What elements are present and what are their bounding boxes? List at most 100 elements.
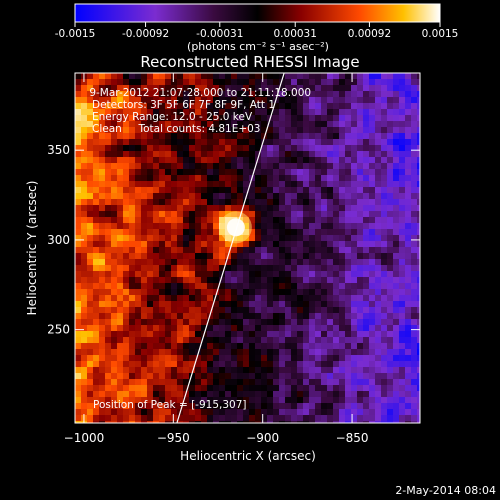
heatmap-cell	[237, 91, 244, 98]
heatmap-cell	[105, 403, 112, 410]
heatmap-cell	[279, 367, 286, 374]
heatmap-cell	[375, 103, 382, 110]
heatmap-cell	[279, 163, 286, 170]
heatmap-cell	[363, 259, 370, 266]
heatmap-cell	[351, 115, 358, 122]
heatmap-cell	[201, 361, 208, 368]
heatmap-cell	[405, 307, 412, 314]
heatmap-cell	[111, 403, 118, 410]
heatmap-cell	[405, 367, 412, 374]
heatmap-cell	[171, 277, 178, 284]
heatmap-cell	[315, 337, 322, 344]
heatmap-cell	[369, 97, 376, 104]
heatmap-cell	[111, 355, 118, 362]
heatmap-cell	[405, 343, 412, 350]
heatmap-cell	[369, 271, 376, 278]
heatmap-cell	[309, 265, 316, 272]
heatmap-cell	[393, 175, 400, 182]
heatmap-cell	[249, 343, 256, 350]
heatmap-cell	[141, 337, 148, 344]
heatmap-cell	[267, 361, 274, 368]
heatmap-cell	[363, 187, 370, 194]
heatmap-cell	[177, 127, 184, 134]
heatmap-cell	[339, 271, 346, 278]
heatmap-cell	[111, 103, 118, 110]
heatmap-cell	[165, 337, 172, 344]
heatmap-cell	[345, 115, 352, 122]
heatmap-cell	[417, 253, 420, 260]
heatmap-cell	[393, 421, 400, 423]
heatmap-cell	[111, 97, 118, 104]
heatmap-cell	[99, 247, 106, 254]
heatmap-cell	[99, 289, 106, 296]
heatmap-cell	[153, 301, 160, 308]
heatmap-cell	[201, 193, 208, 200]
heatmap-cell	[87, 331, 94, 338]
heatmap-cell	[369, 175, 376, 182]
heatmap-cell	[315, 175, 322, 182]
heatmap-cell	[93, 193, 100, 200]
heatmap-cell	[123, 307, 130, 314]
heatmap-cell	[285, 85, 292, 92]
heatmap-cell	[351, 319, 358, 326]
heatmap-cell	[225, 163, 232, 170]
heatmap-cell	[87, 205, 94, 212]
heatmap-cell	[285, 277, 292, 284]
heatmap-cell	[225, 127, 232, 134]
heatmap-cell	[201, 229, 208, 236]
heatmap-cell	[189, 91, 196, 98]
heatmap-cell	[159, 241, 166, 248]
heatmap-cell	[243, 385, 250, 392]
heatmap-cell	[345, 265, 352, 272]
heatmap-cell	[261, 349, 268, 356]
heatmap-cell	[399, 223, 406, 230]
heatmap-cell	[87, 409, 94, 416]
heatmap-cell	[303, 265, 310, 272]
heatmap-cell	[159, 115, 166, 122]
heatmap-cell	[111, 409, 118, 416]
heatmap-cell	[297, 283, 304, 290]
heatmap-cell	[261, 379, 268, 386]
heatmap-cell	[297, 91, 304, 98]
heatmap-cell	[411, 259, 418, 266]
heatmap-cell	[171, 325, 178, 332]
heatmap-cell	[141, 115, 148, 122]
heatmap-cell	[297, 145, 304, 152]
heatmap-cell	[321, 349, 328, 356]
heatmap-cell	[207, 115, 214, 122]
heatmap-cell	[417, 181, 420, 188]
heatmap-cell	[183, 199, 190, 206]
heatmap-cell	[123, 421, 130, 423]
heatmap-cell	[267, 79, 274, 86]
heatmap-cell	[87, 91, 94, 98]
heatmap-cell	[171, 385, 178, 392]
heatmap-cell	[177, 169, 184, 176]
heatmap-cell	[195, 295, 202, 302]
heatmap-cell	[81, 283, 88, 290]
heatmap-cell	[171, 223, 178, 230]
heatmap-cell	[255, 97, 262, 104]
heatmap-cell	[351, 283, 358, 290]
heatmap-cell	[123, 379, 130, 386]
heatmap-cell	[111, 187, 118, 194]
heatmap-cell	[405, 175, 412, 182]
heatmap-cell	[87, 343, 94, 350]
heatmap-cell	[315, 283, 322, 290]
heatmap-cell	[117, 385, 124, 392]
heatmap-cell	[213, 307, 220, 314]
heatmap-cell	[183, 175, 190, 182]
heatmap-cell	[363, 91, 370, 98]
heatmap-cell	[339, 295, 346, 302]
heatmap-cell	[255, 343, 262, 350]
heatmap-cell	[219, 313, 226, 320]
heatmap-cell	[375, 97, 382, 104]
heatmap-cell	[417, 415, 420, 422]
heatmap-cell	[249, 259, 256, 266]
heatmap-cell	[165, 175, 172, 182]
heatmap-cell	[183, 121, 190, 128]
heatmap-cell	[267, 403, 274, 410]
heatmap-cell	[273, 283, 280, 290]
heatmap-cell	[321, 91, 328, 98]
heatmap-cell	[315, 355, 322, 362]
heatmap-cell	[369, 73, 376, 80]
